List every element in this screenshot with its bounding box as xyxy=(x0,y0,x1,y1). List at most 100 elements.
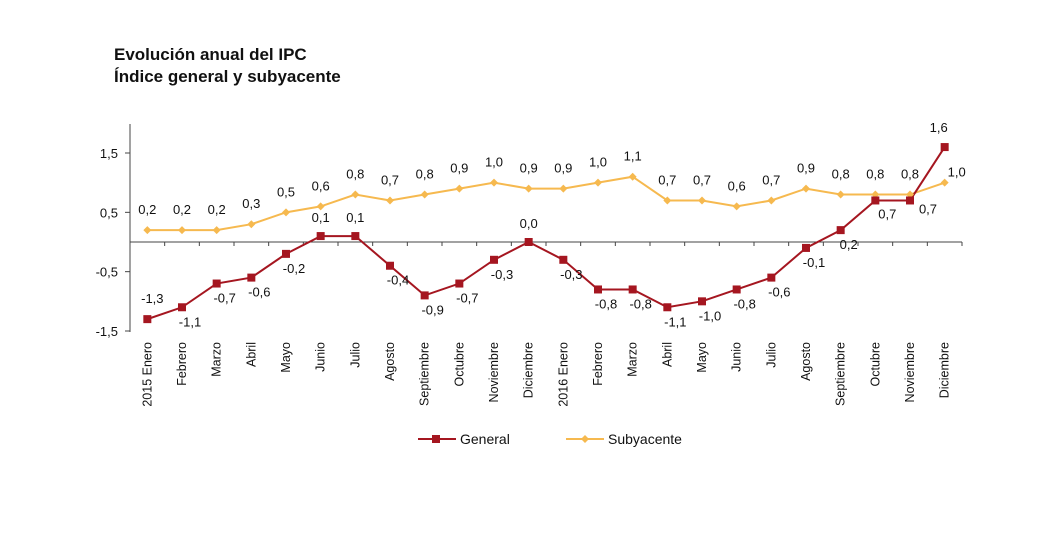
chart-title-line2: Índice general y subyacente xyxy=(114,67,341,86)
general-point xyxy=(767,273,776,282)
x-category-label: Abril xyxy=(244,342,258,367)
y-tick-label: -0,5 xyxy=(96,265,118,280)
subyacente-data-label: 0,9 xyxy=(554,161,572,176)
general-point xyxy=(282,249,290,258)
x-category-label: Diciembre xyxy=(522,342,536,398)
x-category-label: 2015 Enero xyxy=(140,342,154,407)
general-data-label: 0,1 xyxy=(312,210,330,225)
general-series-line xyxy=(147,146,946,321)
general-data-label: -0,3 xyxy=(491,267,513,282)
general-data-label: -1,0 xyxy=(699,308,721,323)
general-point xyxy=(386,261,394,270)
general-point xyxy=(143,315,152,324)
general-data-label: 1,6 xyxy=(930,120,948,135)
x-category-label: Agosto xyxy=(383,342,397,381)
subyacente-series-line xyxy=(147,175,945,232)
x-category-label: Noviembre xyxy=(903,342,917,402)
x-category-label: Septiembre xyxy=(834,342,848,406)
general-point xyxy=(732,285,741,294)
general-data-label: -0,8 xyxy=(733,296,755,311)
subyacente-data-label: 0,7 xyxy=(693,172,711,187)
subyacente-data-label: 0,7 xyxy=(381,172,399,187)
subyacente-data-label: 0,7 xyxy=(658,172,676,187)
x-category-label: Febrero xyxy=(175,342,189,386)
subyacente-data-label: 1,0 xyxy=(589,155,607,170)
x-category-label: Diciembre xyxy=(938,342,952,398)
general-data-label: -0,4 xyxy=(387,273,409,288)
general-data-label: 0,7 xyxy=(878,206,896,221)
subyacente-point xyxy=(628,172,637,181)
general-point xyxy=(836,226,845,235)
general-point xyxy=(212,279,221,288)
general-point xyxy=(316,232,325,241)
general-data-label: -1,3 xyxy=(141,291,163,306)
subyacente-data-label: 0,8 xyxy=(346,167,364,182)
subyacente-point xyxy=(282,208,290,217)
chart-title-line1: Evolución anual del IPC xyxy=(114,45,307,64)
general-point xyxy=(247,273,256,282)
subyacente-data-label: 1,0 xyxy=(485,155,503,170)
general-data-label: -0,6 xyxy=(768,285,790,300)
subyacente-point xyxy=(767,196,776,205)
subyacente-data-label: 0,2 xyxy=(208,202,226,217)
subyacente-data-label: 0,9 xyxy=(450,161,468,176)
x-category-label: Mayo xyxy=(695,342,709,373)
subyacente-point xyxy=(836,190,845,199)
general-data-label: -0,1 xyxy=(803,255,825,270)
general-point xyxy=(490,255,498,264)
general-data-label: -0,6 xyxy=(248,285,270,300)
legend-general-label: General xyxy=(460,431,510,447)
subyacente-data-label: 0,9 xyxy=(797,161,815,176)
general-point xyxy=(420,291,429,300)
subyacente-data-label: 0,2 xyxy=(138,202,156,217)
subyacente-point xyxy=(386,196,394,205)
x-category-label: Agosto xyxy=(799,342,813,381)
subyacente-point xyxy=(940,178,949,187)
x-category-label: Julio xyxy=(764,342,778,368)
subyacente-data-label: 0,8 xyxy=(901,167,919,182)
subyacente-point xyxy=(490,178,498,187)
subyacente-data-label: 0,7 xyxy=(762,172,780,187)
subyacente-data-label: 0,8 xyxy=(832,167,850,182)
subyacente-data-label: 1,1 xyxy=(624,149,642,164)
general-data-label: 0,0 xyxy=(520,216,538,231)
general-data-label: -0,8 xyxy=(629,296,651,311)
x-category-label: Mayo xyxy=(279,342,293,373)
general-point xyxy=(628,285,637,294)
y-tick-label: -1,5 xyxy=(96,324,118,339)
general-point xyxy=(351,232,360,241)
x-category-label: Marzo xyxy=(210,342,224,377)
subyacente-data-label: 0,6 xyxy=(312,178,330,193)
general-data-label: -0,2 xyxy=(283,261,305,276)
general-data-label: -0,3 xyxy=(560,267,582,282)
subyacente-data-label: 0,8 xyxy=(866,167,884,182)
general-data-label: 0,7 xyxy=(919,201,937,216)
legend-subyacente-marker xyxy=(581,435,589,443)
general-point xyxy=(594,285,602,294)
subyacente-point xyxy=(143,226,152,235)
general-point xyxy=(802,243,810,252)
subyacente-point xyxy=(698,196,706,205)
subyacente-point xyxy=(351,190,360,199)
subyacente-point xyxy=(420,190,429,199)
subyacente-point xyxy=(455,184,464,193)
general-data-label: -0,7 xyxy=(213,291,235,306)
subyacente-point xyxy=(663,196,672,205)
x-category-label: Septiembre xyxy=(418,342,432,406)
subyacente-data-label: 0,3 xyxy=(242,196,260,211)
subyacente-point xyxy=(247,220,256,229)
x-category-label: Noviembre xyxy=(487,342,501,402)
x-category-label: Junio xyxy=(730,342,744,372)
general-point xyxy=(698,297,706,306)
general-data-label: -0,8 xyxy=(595,296,617,311)
subyacente-point xyxy=(802,184,810,193)
legend-subyacente-label: Subyacente xyxy=(608,431,682,447)
subyacente-data-label: 0,8 xyxy=(416,167,434,182)
x-category-label: Octubre xyxy=(452,342,466,387)
general-point xyxy=(663,303,672,312)
subyacente-data-label: 0,9 xyxy=(520,161,538,176)
general-data-label: -1,1 xyxy=(179,314,201,329)
general-data-label: -0,7 xyxy=(456,291,478,306)
chart-title: Evolución anual del IPC Índice general y… xyxy=(114,44,341,88)
